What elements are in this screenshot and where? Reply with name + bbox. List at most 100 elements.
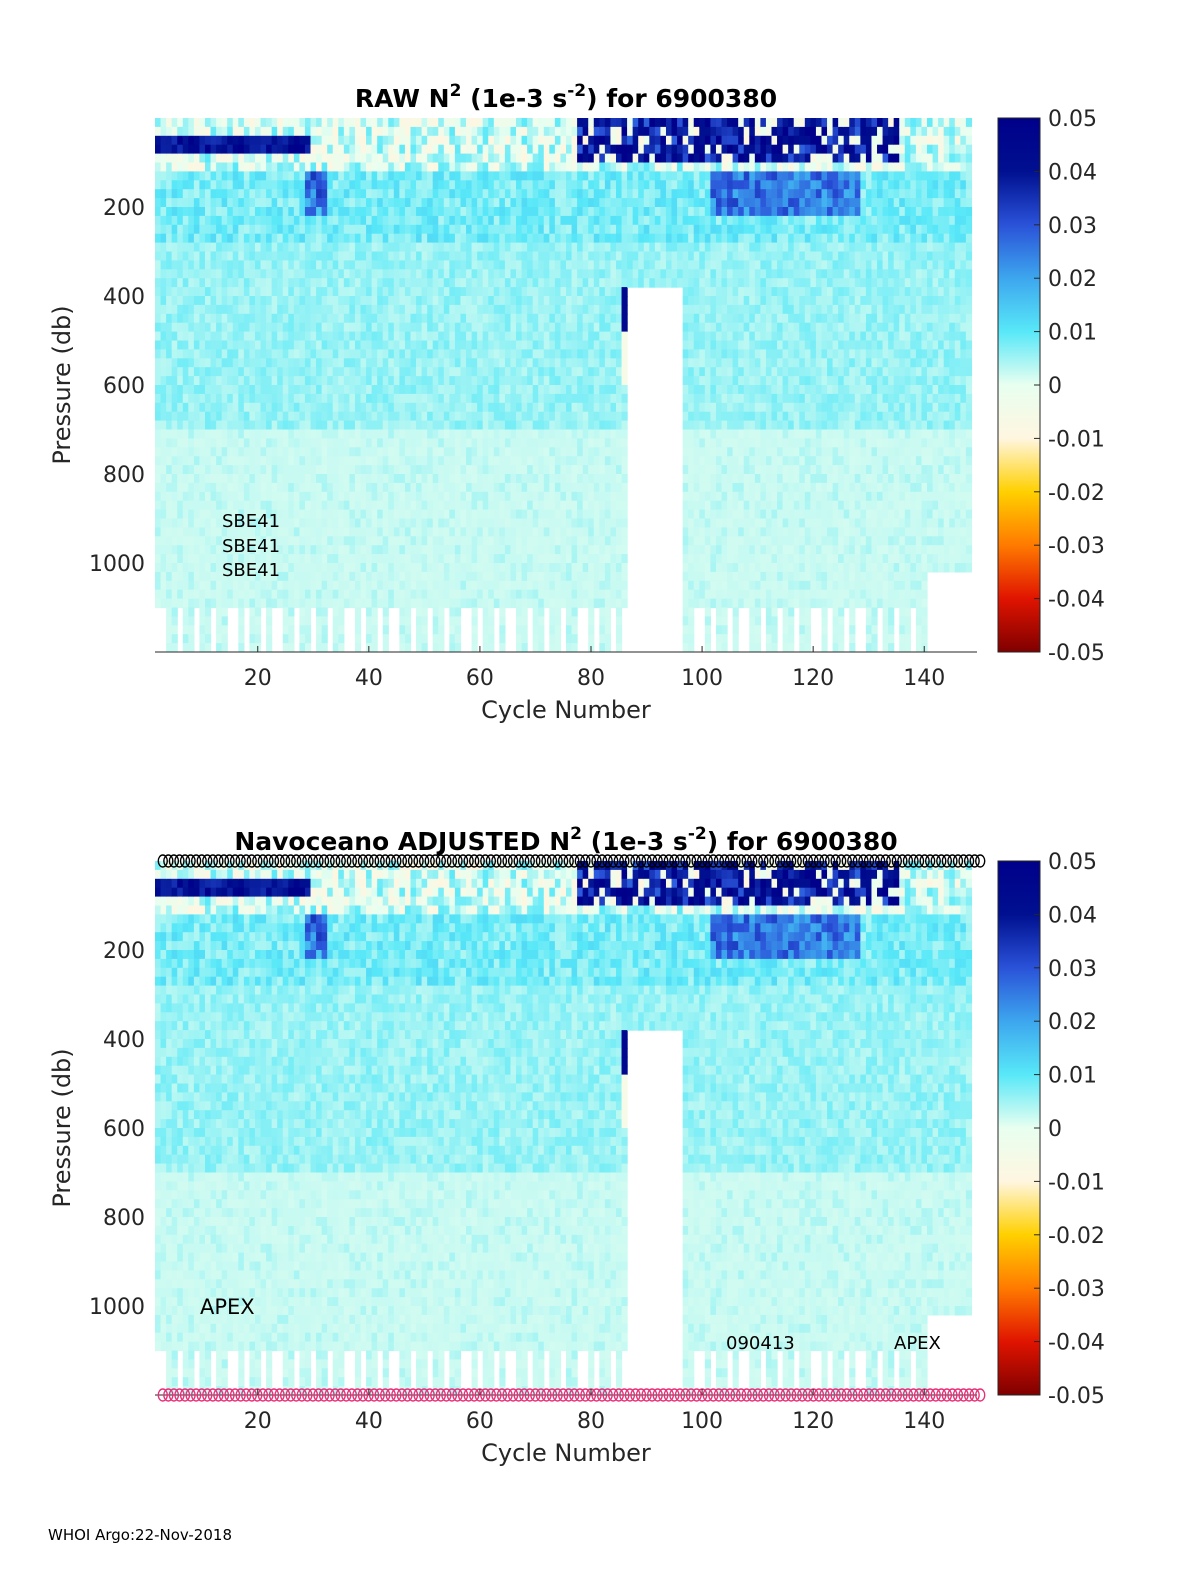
heatmap-cell <box>471 260 478 270</box>
heatmap-cell <box>338 598 345 609</box>
heatmap-cell <box>638 198 645 208</box>
heatmap-cell <box>243 118 251 128</box>
heatmap-cell <box>421 118 428 128</box>
heatmap-cell <box>416 198 423 208</box>
heatmap-cell <box>310 518 317 528</box>
heatmap-cell <box>504 233 512 244</box>
heatmap-cell <box>588 358 595 368</box>
heatmap-cell <box>282 607 289 617</box>
heatmap-cell <box>366 634 373 644</box>
heatmap-cell <box>588 144 595 155</box>
heatmap-cell <box>604 474 612 484</box>
heatmap-cell <box>604 607 612 617</box>
heatmap-cell <box>388 465 395 475</box>
heatmap-cell <box>482 625 489 635</box>
heatmap-cell <box>560 411 567 422</box>
heatmap-cell <box>299 144 306 155</box>
heatmap-cell <box>182 296 189 306</box>
heatmap-cell <box>288 598 295 609</box>
heatmap-cell <box>538 580 545 591</box>
heatmap-cell <box>182 554 189 564</box>
heatmap-cell <box>354 135 362 146</box>
heatmap-cell <box>482 260 489 270</box>
heatmap-cell <box>404 224 412 235</box>
heatmap-cell <box>282 545 289 555</box>
heatmap-cell <box>399 322 406 333</box>
heatmap-cell <box>538 465 545 475</box>
heatmap-cell <box>538 313 545 324</box>
heatmap-cell <box>338 358 345 368</box>
heatmap-cell <box>266 402 273 413</box>
heatmap-cell <box>321 207 328 217</box>
heatmap-cell <box>466 322 473 333</box>
heatmap-cell <box>610 180 617 190</box>
heatmap-cell <box>199 358 206 368</box>
heatmap-cell <box>516 402 523 413</box>
heatmap-cell <box>538 554 545 564</box>
heatmap-cell <box>438 447 445 457</box>
heatmap-cell <box>282 189 289 199</box>
heatmap-cell <box>354 589 362 600</box>
heatmap-cell <box>177 385 184 395</box>
heatmap-cell <box>488 322 495 333</box>
heatmap-cell <box>204 509 212 520</box>
heatmap-cell <box>543 144 550 155</box>
heatmap-cell <box>232 482 239 493</box>
heatmap-cell <box>504 563 512 573</box>
heatmap-cell <box>588 598 595 609</box>
heatmap-cell <box>582 429 589 439</box>
heatmap-cell <box>554 233 562 244</box>
heatmap-cell <box>615 313 623 324</box>
heatmap-cell <box>332 482 339 493</box>
heatmap-cell <box>293 153 300 164</box>
heatmap-cell <box>188 126 195 137</box>
heatmap-cell <box>232 545 239 555</box>
heatmap-cell <box>521 625 528 635</box>
heatmap-cell <box>210 500 217 511</box>
heatmap-cell <box>432 376 439 386</box>
heatmap-cell <box>416 634 423 644</box>
heatmap-cell <box>454 634 462 644</box>
heatmap-cell <box>327 224 334 235</box>
heatmap-cell <box>171 598 178 609</box>
heatmap-cell <box>271 296 278 306</box>
heatmap-cell <box>266 482 273 493</box>
heatmap-cell <box>299 536 306 546</box>
heatmap-cell <box>304 465 312 475</box>
heatmap-cell <box>399 589 406 600</box>
heatmap-cell <box>438 563 445 573</box>
heatmap-cell <box>188 411 195 422</box>
heatmap-cell <box>277 402 284 413</box>
heatmap-cell <box>393 304 400 315</box>
heatmap-cell <box>238 331 245 342</box>
heatmap-cell <box>566 607 573 617</box>
heatmap-cell <box>482 144 489 155</box>
heatmap-cell <box>382 509 389 520</box>
heatmap-cell <box>204 322 212 333</box>
heatmap-cell <box>371 251 378 261</box>
heatmap-cell <box>155 402 162 413</box>
heatmap-cell <box>421 153 428 164</box>
heatmap-cell <box>293 358 300 368</box>
heatmap-cell <box>299 491 306 502</box>
heatmap-cell <box>254 616 262 626</box>
heatmap-cell <box>643 126 650 137</box>
heatmap-cell <box>549 420 556 431</box>
heatmap-cell <box>460 224 467 235</box>
heatmap-cell <box>532 447 539 457</box>
heatmap-cell <box>588 385 595 395</box>
heatmap-cell <box>232 474 239 484</box>
heatmap-cell <box>354 349 362 359</box>
heatmap-cell <box>293 224 300 235</box>
heatmap-cell <box>516 171 523 181</box>
heatmap-cell <box>316 589 323 600</box>
heatmap-cell <box>482 171 489 181</box>
heatmap-cell <box>327 322 334 333</box>
heatmap-cell <box>338 153 345 164</box>
heatmap-cell <box>238 393 245 404</box>
heatmap-cell <box>621 402 628 413</box>
heatmap-cell <box>210 385 217 395</box>
heatmap-cell <box>377 393 384 404</box>
heatmap-cell <box>371 438 378 448</box>
heatmap-cell <box>527 171 534 181</box>
